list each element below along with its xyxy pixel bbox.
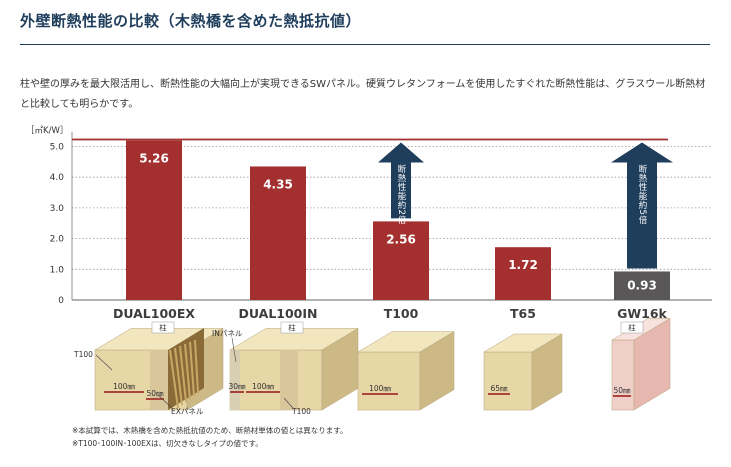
- dual100in-pillar-tag-box: [280, 321, 304, 334]
- dual100ex-osb-strand: [179, 345, 187, 403]
- dual100in-panel-leader: [231, 337, 237, 363]
- bar: [126, 140, 182, 300]
- dual100ex-osb-strand: [174, 347, 183, 406]
- y-tick-label: 0: [58, 296, 64, 306]
- foam-t100-block-front: [357, 351, 421, 411]
- annotation-label: 断熱性能約5倍: [637, 164, 647, 225]
- footnotes: ※本試算では、木熱橋を含めた熱抵抗値のため、断熱材単体の値とは異なります。 ※T…: [72, 424, 348, 450]
- dual100in-dim2-label: 100㎜: [252, 382, 274, 391]
- dual100in-panel-label: INパネル: [212, 329, 243, 338]
- gw16k-pillar-tag-box: [620, 321, 644, 334]
- y-tick-label: 2.0: [50, 235, 65, 245]
- foam-t100-dim-label: 100㎜: [369, 384, 391, 393]
- title-divider: [20, 44, 710, 45]
- x-tick-label: DUAL100EX: [113, 306, 195, 321]
- foam-t65-block-front: [483, 351, 533, 411]
- x-tick-label: T100: [384, 306, 419, 321]
- x-tick-label: DUAL100IN: [239, 306, 318, 321]
- dual100ex-dim2-label: 50㎜: [146, 389, 164, 398]
- data-label: 4.35: [263, 177, 293, 191]
- dual100ex-pillar-tag-box: [151, 321, 175, 334]
- page-title: 外壁断熱性能の比較（木熱橋を含めた熱抵抗値）: [20, 12, 362, 30]
- dual100in-pillar-tag: 柱: [288, 323, 296, 333]
- data-label: 1.72: [508, 258, 538, 272]
- annotation-label: 断熱性能約2倍: [396, 164, 406, 225]
- dual100ex-pillar-face: [150, 350, 168, 410]
- dual100in-t100-label: T100: [291, 407, 311, 416]
- dual100in-dim1-label: 30㎜: [228, 382, 246, 391]
- bar: [614, 271, 670, 300]
- annotation-arrow: [378, 142, 424, 219]
- dual100ex-t100-label: T100: [73, 350, 93, 359]
- dual100in-block-front: [229, 349, 323, 411]
- data-label: 0.93: [627, 278, 657, 292]
- dual100in-t100-leader: [283, 397, 294, 409]
- foam-t65-dim-label: 65㎜: [490, 384, 508, 393]
- footnote: ※本試算では、木熱橋を含めた熱抵抗値のため、断熱材単体の値とは異なります。: [72, 426, 348, 435]
- dual100in-pillar-face: [280, 350, 298, 410]
- dual100ex-osb-strand: [189, 341, 195, 397]
- annotation-arrow: [611, 142, 673, 269]
- gw16k-dim-label: 50㎜: [613, 386, 631, 395]
- gw16k-block-side: [633, 317, 671, 411]
- bar: [495, 247, 551, 300]
- gw16k-block-front: [611, 339, 635, 411]
- dual100ex-osb-strand: [184, 343, 191, 400]
- intro-text: 柱や壁の厚みを最大限活用し、断熱性能の大幅向上が実現できるSWパネル。硬質ウレタ…: [20, 79, 706, 110]
- dual100ex-t100-leader: [95, 354, 113, 371]
- foam-t100-block-side: [419, 331, 455, 411]
- dual100ex-pillar-tag: 柱: [159, 323, 167, 333]
- dual100ex-osb-strand: [169, 349, 179, 409]
- foam-t65-block-side: [531, 333, 563, 411]
- y-axis-label: ［㎡K/W］: [26, 126, 68, 136]
- data-label: 2.56: [386, 232, 416, 246]
- bar: [250, 166, 306, 300]
- dual100ex-panel-leader: [157, 394, 173, 409]
- y-tick-label: 1.0: [50, 265, 65, 275]
- y-tick-label: 5.0: [50, 143, 65, 153]
- y-tick-label: 4.0: [50, 173, 65, 183]
- footnote: ※T100･100IN･100EXは、切欠きなしタイプの値です。: [72, 439, 263, 448]
- dual100ex-osb-strand: [194, 339, 199, 394]
- dual100in-in-panel: [230, 350, 240, 410]
- y-tick-label: 3.0: [50, 204, 65, 214]
- x-tick-label: T65: [510, 306, 536, 321]
- data-label: 5.26: [139, 152, 169, 166]
- dual100ex-panel-label: EXパネル: [171, 407, 204, 416]
- dual100ex-dim1-label: 100㎜: [113, 382, 135, 391]
- gw16k-pillar-tag: 柱: [628, 323, 636, 333]
- bar: [373, 221, 429, 300]
- x-tick-label: GW16k: [617, 306, 667, 321]
